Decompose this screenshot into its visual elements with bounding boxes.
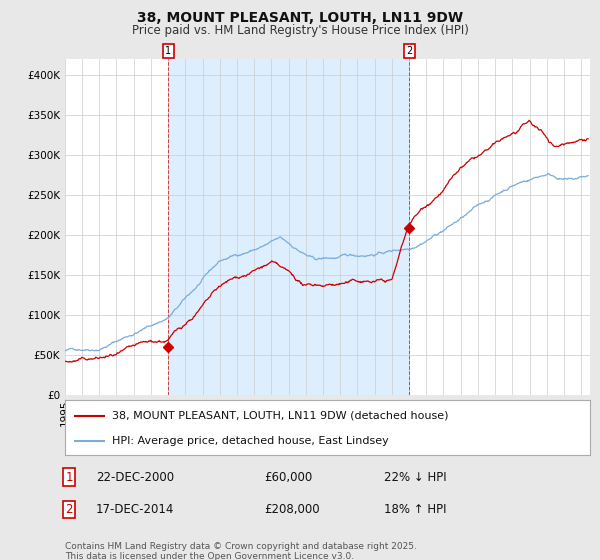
Text: 22-DEC-2000: 22-DEC-2000 xyxy=(96,470,174,484)
Text: 38, MOUNT PLEASANT, LOUTH, LN11 9DW (detached house): 38, MOUNT PLEASANT, LOUTH, LN11 9DW (det… xyxy=(112,410,449,421)
Text: 1: 1 xyxy=(165,46,171,56)
Text: 1: 1 xyxy=(65,470,73,484)
Text: Contains HM Land Registry data © Crown copyright and database right 2025.
This d: Contains HM Land Registry data © Crown c… xyxy=(65,542,416,560)
Text: £208,000: £208,000 xyxy=(264,503,320,516)
Bar xyxy=(168,59,409,395)
Text: 22% ↓ HPI: 22% ↓ HPI xyxy=(384,470,446,484)
Text: Price paid vs. HM Land Registry's House Price Index (HPI): Price paid vs. HM Land Registry's House … xyxy=(131,24,469,36)
Text: 2: 2 xyxy=(406,46,412,56)
Text: HPI: Average price, detached house, East Lindsey: HPI: Average price, detached house, East… xyxy=(112,436,389,446)
Text: 18% ↑ HPI: 18% ↑ HPI xyxy=(384,503,446,516)
Text: 17-DEC-2014: 17-DEC-2014 xyxy=(96,503,175,516)
Text: £60,000: £60,000 xyxy=(264,470,312,484)
Text: 2: 2 xyxy=(65,503,73,516)
Text: 38, MOUNT PLEASANT, LOUTH, LN11 9DW: 38, MOUNT PLEASANT, LOUTH, LN11 9DW xyxy=(137,11,463,25)
